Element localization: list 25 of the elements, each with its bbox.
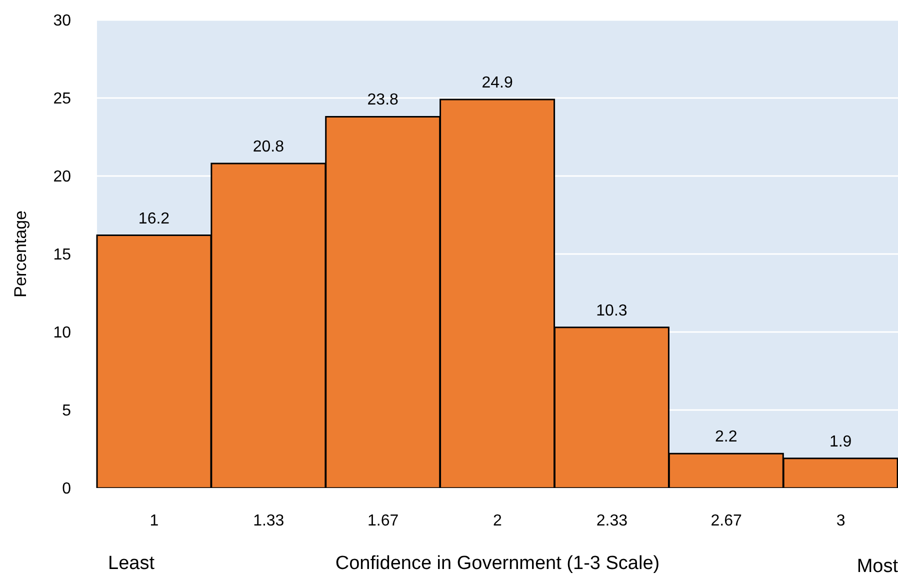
x-tick-label: 2.33 [596, 512, 628, 530]
x-tick-label: 3 [836, 512, 846, 530]
data-label: 1.9 [829, 433, 852, 450]
y-axis-title: Percentage [11, 210, 30, 298]
y-tick-label: 20 [53, 168, 72, 186]
x-tick-label: 1 [150, 512, 159, 530]
text: Least [108, 553, 154, 575]
x-tick-label: 1.67 [368, 512, 399, 530]
x-axis-title: Confidence in Government (1-3 Scale) [335, 553, 660, 574]
x-tick-label: 2.67 [710, 512, 742, 530]
data-label: 2.2 [715, 428, 738, 446]
data-label: 16.2 [138, 210, 170, 228]
y-tick-label: 5 [62, 402, 72, 420]
data-label: 20.8 [252, 138, 284, 156]
data-label: 23.8 [367, 92, 399, 109]
data-label: 10.3 [596, 302, 628, 320]
y-tick-label: 30 [53, 12, 72, 30]
y-tick-label: 15 [53, 246, 72, 264]
y-tick-label: 25 [53, 90, 72, 108]
x-tick-label: 2 [493, 512, 502, 530]
text: Most [856, 556, 898, 578]
y-tick-label: 0 [62, 480, 72, 498]
x-tick-label: 1.33 [253, 512, 284, 530]
data-label: 24.9 [482, 74, 513, 92]
y-tick-label: 10 [53, 324, 72, 342]
